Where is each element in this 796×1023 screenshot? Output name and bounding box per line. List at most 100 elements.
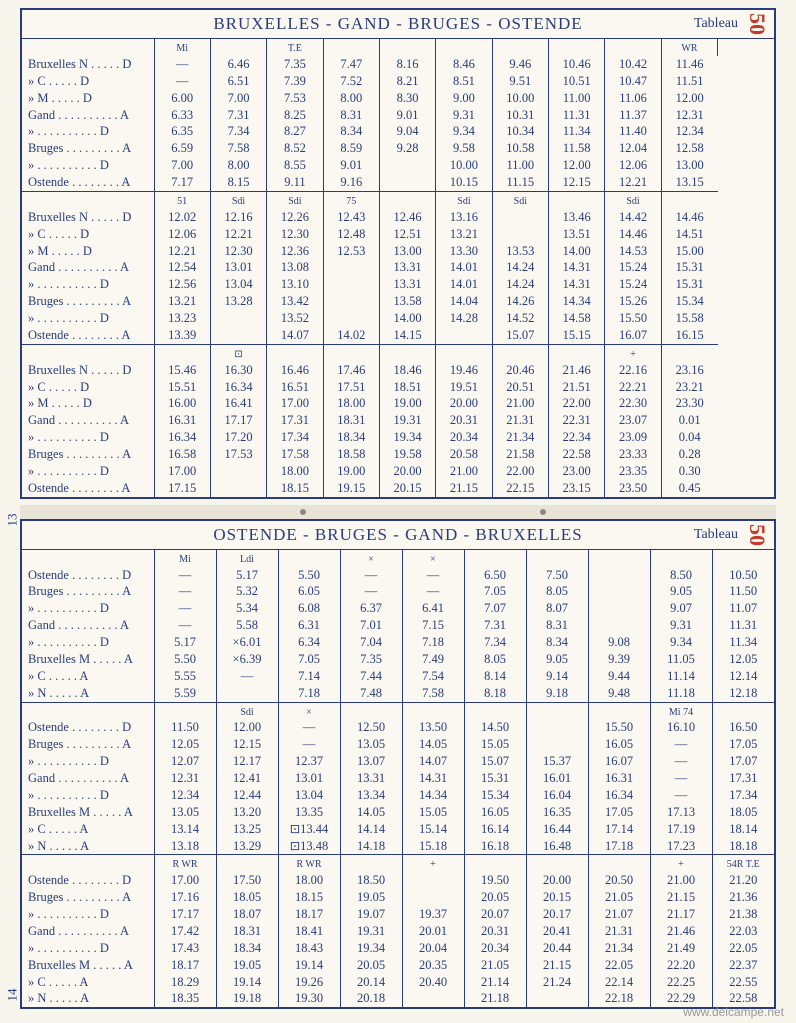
time-cell: 15.31 <box>661 259 717 276</box>
station-label: Ostende . . . . . . . . A <box>22 327 154 344</box>
time-cell: 9.51 <box>492 73 548 90</box>
time-cell: 15.37 <box>526 753 588 770</box>
time-cell: — <box>154 567 216 584</box>
time-cell: 9.39 <box>588 651 650 668</box>
time-cell: 21.38 <box>712 906 774 923</box>
time-cell: 14.07 <box>402 753 464 770</box>
time-cell: 17.31 <box>712 770 774 787</box>
station-cell <box>22 344 154 361</box>
time-cell: 22.16 <box>605 362 661 379</box>
column-note <box>436 344 492 361</box>
time-cell: 13.21 <box>154 293 210 310</box>
time-cell <box>492 226 548 243</box>
column-note <box>588 702 650 719</box>
column-note <box>526 702 588 719</box>
time-cell: 13.25 <box>216 821 278 838</box>
time-cell: 20.05 <box>464 889 526 906</box>
time-cell: 23.00 <box>549 463 605 480</box>
time-cell: 18.29 <box>154 974 216 991</box>
time-cell: 6.34 <box>278 634 340 651</box>
station-label: Bruxelles N . . . . . D <box>22 56 154 73</box>
time-cell: 13.31 <box>379 259 435 276</box>
station-label: Bruxelles N . . . . . D <box>22 362 154 379</box>
time-cell: 15.24 <box>605 276 661 293</box>
station-label: Ostende . . . . . . . . A <box>22 174 154 191</box>
station-label: » . . . . . . . . . . D <box>22 753 154 770</box>
time-cell: 7.01 <box>340 617 402 634</box>
time-cell: 9.04 <box>379 123 435 140</box>
time-cell: — <box>340 583 402 600</box>
time-cell: 6.51 <box>210 73 266 90</box>
time-cell: 9.08 <box>588 634 650 651</box>
time-cell: 17.05 <box>712 736 774 753</box>
time-cell: 12.05 <box>154 736 216 753</box>
time-cell: 22.00 <box>492 463 548 480</box>
time-cell: 8.25 <box>267 107 323 124</box>
time-cell: 19.51 <box>436 379 492 396</box>
time-cell: 15.07 <box>492 327 548 344</box>
time-cell: 6.31 <box>278 617 340 634</box>
time-cell: — <box>154 56 210 73</box>
time-cell: 7.54 <box>402 668 464 685</box>
time-cell: 14.46 <box>661 209 717 226</box>
time-cell: 12.07 <box>154 753 216 770</box>
time-cell: 17.17 <box>154 906 216 923</box>
time-cell: 22.21 <box>605 379 661 396</box>
time-cell: 12.00 <box>549 157 605 174</box>
time-cell: 16.48 <box>526 838 588 855</box>
time-cell: 17.58 <box>267 446 323 463</box>
time-cell: 9.44 <box>588 668 650 685</box>
column-note <box>464 550 526 567</box>
station-label: » M . . . . . D <box>22 243 154 260</box>
time-cell: 19.14 <box>216 974 278 991</box>
time-cell: 12.36 <box>267 243 323 260</box>
station-cell <box>22 191 154 208</box>
station-label: » N . . . . . A <box>22 990 154 1007</box>
time-cell: 9.07 <box>650 600 712 617</box>
column-note <box>436 39 492 56</box>
time-cell: 7.47 <box>323 56 379 73</box>
time-cell: 21.17 <box>650 906 712 923</box>
time-cell: 17.15 <box>154 480 210 497</box>
time-cell: 8.31 <box>323 107 379 124</box>
time-cell: 20.01 <box>402 923 464 940</box>
time-cell: 16.44 <box>526 821 588 838</box>
time-cell: 18.34 <box>216 940 278 957</box>
time-cell: 21.34 <box>492 429 548 446</box>
time-cell: 15.50 <box>588 719 650 736</box>
tableau-label: Tableau <box>694 16 738 32</box>
time-cell: 12.26 <box>267 209 323 226</box>
tableau-number: 50 <box>744 524 770 546</box>
time-cell: 19.58 <box>379 446 435 463</box>
time-cell: 23.21 <box>661 379 717 396</box>
time-cell: — <box>402 567 464 584</box>
time-cell: 7.07 <box>464 600 526 617</box>
column-note: WR <box>661 39 717 56</box>
time-cell: 10.51 <box>549 73 605 90</box>
time-cell: 11.07 <box>712 600 774 617</box>
column-note <box>154 344 210 361</box>
time-cell: 17.16 <box>154 889 216 906</box>
time-cell: 15.46 <box>154 362 210 379</box>
column-note <box>340 855 402 872</box>
time-cell: 7.58 <box>210 140 266 157</box>
time-cell: 10.15 <box>436 174 492 191</box>
station-label: » . . . . . . . . . . D <box>22 600 154 617</box>
time-cell: 6.33 <box>154 107 210 124</box>
time-cell: 12.18 <box>712 685 774 702</box>
time-cell: 11.50 <box>154 719 216 736</box>
time-cell: 9.46 <box>492 56 548 73</box>
time-cell: 15.18 <box>402 838 464 855</box>
column-note: 75 <box>323 191 379 208</box>
time-cell: 7.48 <box>340 685 402 702</box>
time-cell: 8.34 <box>526 634 588 651</box>
time-cell: 15.34 <box>661 293 717 310</box>
time-cell: 12.37 <box>278 753 340 770</box>
time-cell: 15.14 <box>402 821 464 838</box>
time-cell: 12.48 <box>323 226 379 243</box>
column-note <box>267 344 323 361</box>
time-cell: — <box>278 719 340 736</box>
station-cell <box>22 39 154 56</box>
time-cell: 22.15 <box>492 480 548 497</box>
time-cell <box>379 174 435 191</box>
